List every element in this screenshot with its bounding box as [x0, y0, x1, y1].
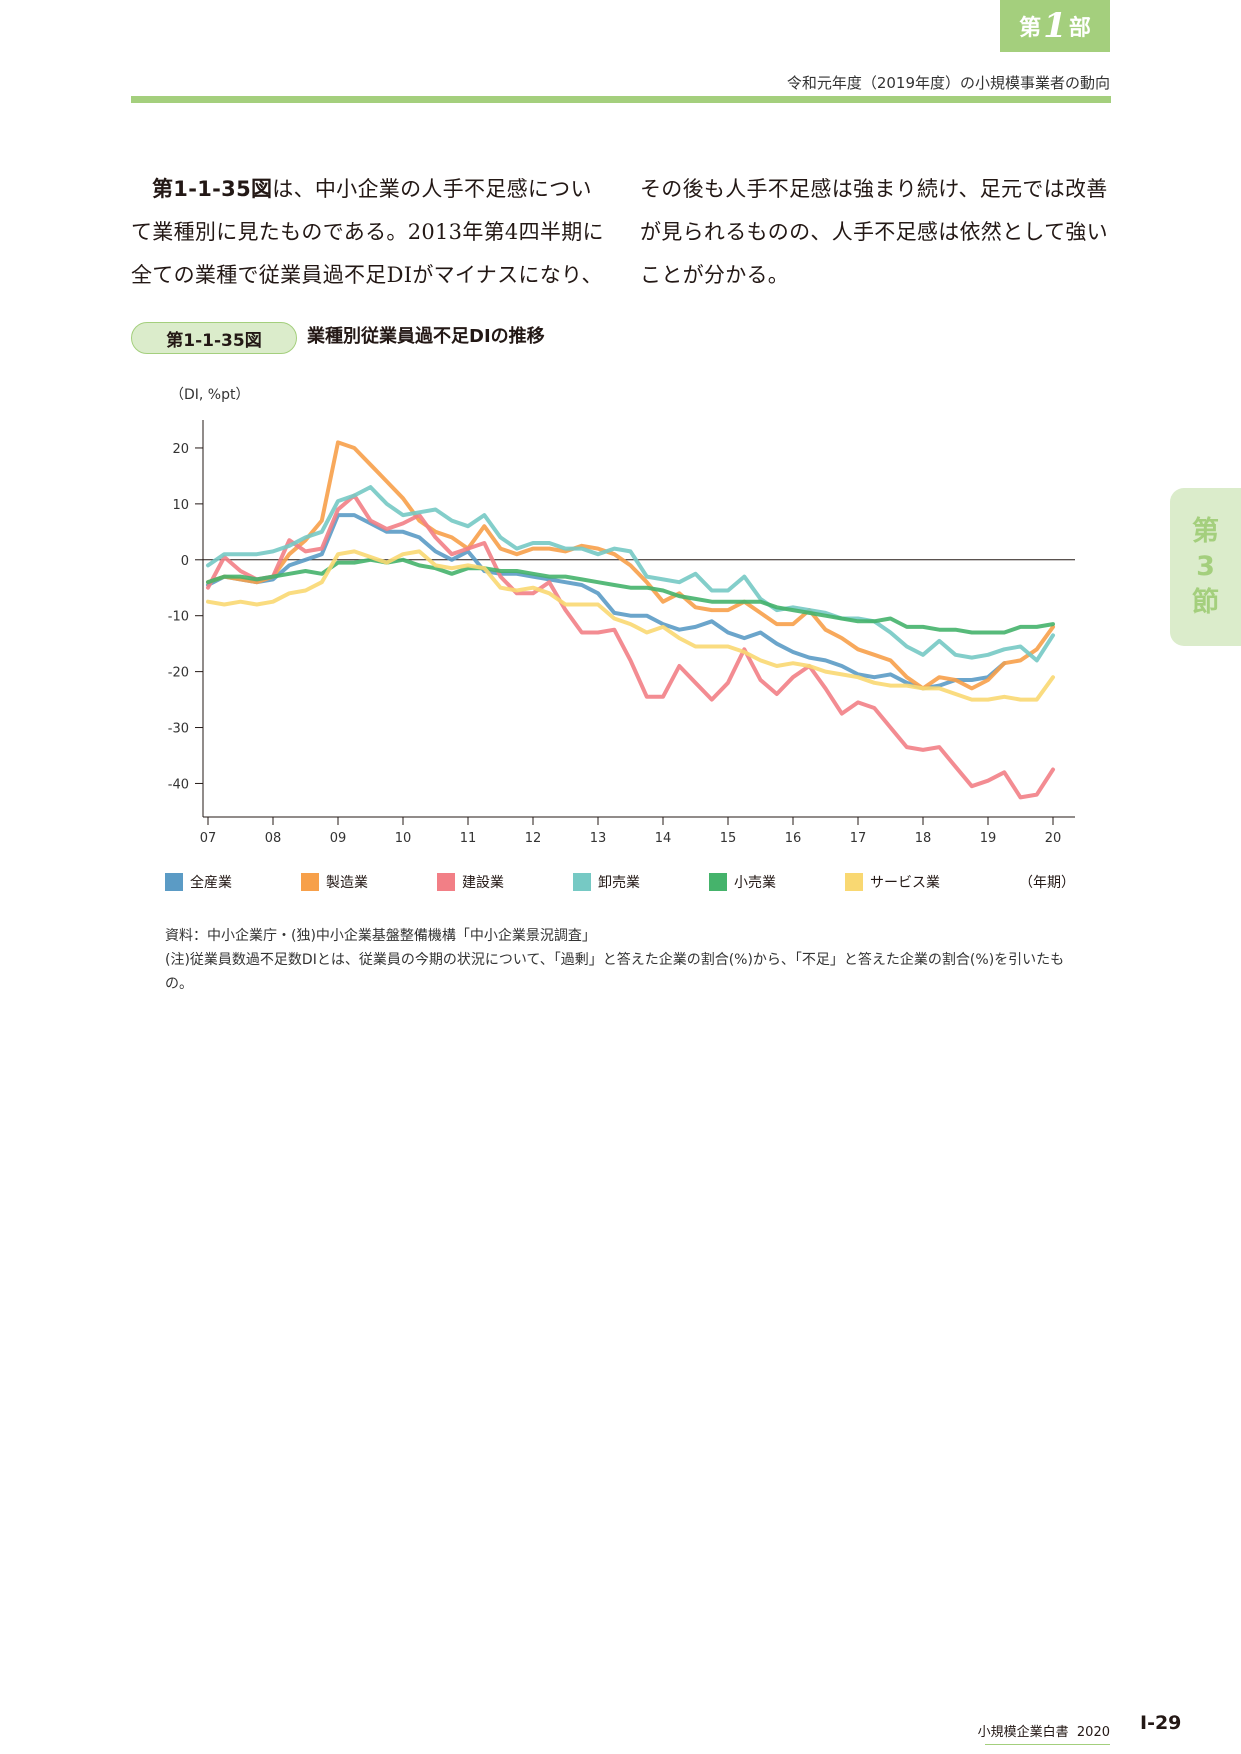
figure-notes: 資料：中小企業庁・(独)中小企業基盤整備機構「中小企業景況調査」 (注)従業員数… [165, 924, 1075, 996]
series-line-4 [206, 485, 1055, 663]
y-tick-label: 0 [181, 554, 189, 569]
legend-label: 建設業 [462, 875, 504, 891]
legend-swatch [301, 873, 319, 891]
legend-item-5: 小売業 [709, 872, 776, 892]
chart-legend: （年期） 全産業 製造業 建設業 卸売業 小売業 サービス業 [165, 872, 1075, 892]
legend-swatch [165, 873, 183, 891]
figure-number-badge: 第1-1-35図 [131, 322, 297, 354]
y-tick-label: 20 [172, 442, 189, 457]
series-line-6 [206, 549, 1055, 702]
figure-reference: 第1-1-35図 [152, 177, 273, 201]
x-tick-label: 11 [460, 831, 477, 846]
legend-label: 全産業 [190, 875, 232, 891]
legend-item-2: 製造業 [301, 872, 368, 892]
footer-rule [985, 1744, 1110, 1745]
legend-label: 卸売業 [598, 875, 640, 891]
line-chart: 20 10 0 -10 -20 -30 -40 07 08 09 10 11 12 13 14 15 16 17 1… [168, 420, 1075, 846]
series-line-2 [206, 440, 1055, 691]
x-tick-label: 19 [980, 831, 997, 846]
y-tick-label: -30 [168, 722, 189, 737]
running-head: 令和元年度（2019年度）の小規模事業者の動向 [786, 74, 1110, 92]
x-tick-label: 13 [590, 831, 607, 846]
legend-swatch [709, 873, 727, 891]
figure-title: 業種別従業員過不足DIの推移 [307, 326, 545, 347]
part-tab-post: 部 [1068, 16, 1091, 41]
section-tab-char-1: 第 [1192, 516, 1219, 548]
figure-source: 資料：中小企業庁・(独)中小企業基盤整備機構「中小企業景況調査」 [165, 928, 596, 944]
figure-note: (注)従業員数過不足数DIとは、従業員の今期の状況について、「過剰」と答えた企業… [165, 952, 1065, 992]
legend-swatch [437, 873, 455, 891]
legend-swatch [573, 873, 591, 891]
legend-item-6: サービス業 [845, 872, 940, 892]
y-tick-label: 10 [172, 498, 189, 513]
x-tick-label: 15 [720, 831, 737, 846]
x-tick-label: 08 [265, 831, 282, 846]
page-number: Ⅰ-29 [1140, 1712, 1182, 1734]
body-text-left-content: は、中小企業の人手不足感について業種別に見たものである。2013年第4四半期に全… [131, 177, 604, 287]
body-text-left: 第1-1-35図は、中小企業の人手不足感について業種別に見たものである。2013… [131, 168, 606, 297]
x-tick-label: 10 [395, 831, 412, 846]
x-tick-label: 14 [655, 831, 672, 846]
y-tick-label: -10 [168, 610, 189, 625]
x-axis-unit-label: （年期） [1019, 875, 1075, 891]
section-tab-char-2: 3 [1196, 551, 1215, 583]
x-tick-label: 18 [915, 831, 932, 846]
series-line-3 [206, 493, 1055, 800]
legend-item-4: 卸売業 [573, 872, 640, 892]
x-tick-label: 16 [785, 831, 802, 846]
x-tick-label: 07 [200, 831, 217, 846]
legend-item-1: 全産業 [165, 872, 232, 892]
section-tab-char-3: 節 [1192, 586, 1219, 618]
part-tab-number: 1 [1043, 6, 1067, 46]
y-tick-label: -20 [168, 666, 189, 681]
legend-label: 小売業 [734, 875, 776, 891]
section-tab: 第 3 節 [1170, 488, 1241, 646]
legend-item-3: 建設業 [437, 872, 504, 892]
x-tick-label: 09 [330, 831, 347, 846]
legend-swatch [845, 873, 863, 891]
x-tick-label: 12 [525, 831, 542, 846]
x-tick-label: 20 [1045, 831, 1062, 846]
y-tick-label: -40 [168, 777, 189, 792]
series-line-1 [206, 513, 1007, 691]
header-rule [131, 96, 1111, 103]
x-tick-label: 17 [850, 831, 867, 846]
legend-label: サービス業 [870, 875, 940, 891]
y-axis-unit-label: （DI, %pt） [170, 387, 250, 403]
footer-book-title: 小規模企業白書 2020 [977, 1725, 1110, 1740]
body-text-right: その後も人手不足感は強まり続け、足元では改善が見られるものの、人手不足感は依然と… [640, 177, 1108, 287]
legend-label: 製造業 [326, 875, 368, 891]
part-tab-pre: 第 [1019, 16, 1042, 41]
series-line-5 [206, 557, 1055, 635]
